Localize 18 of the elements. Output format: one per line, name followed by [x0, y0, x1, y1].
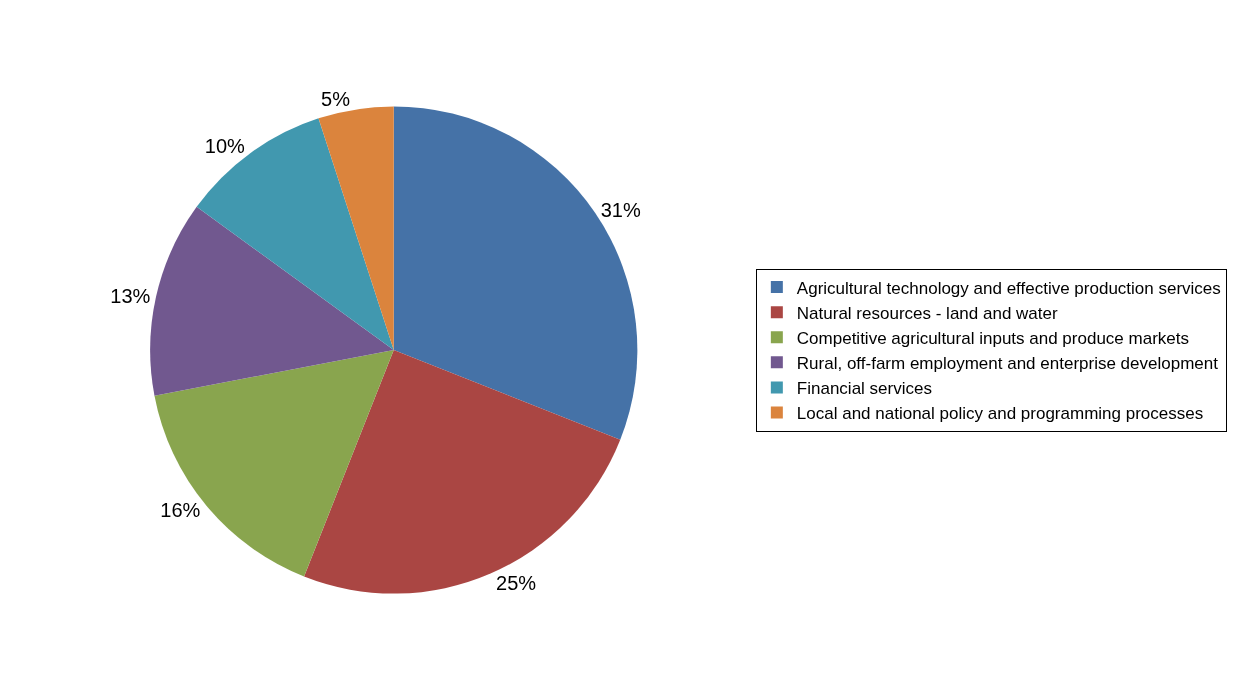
legend-label: Natural resources - land and water — [796, 303, 1058, 323]
legend-label: Local and national policy and programming processes — [796, 404, 1204, 424]
legend-label: Competitive agricultural inputs and produce markets — [796, 328, 1189, 348]
pie-slice — [154, 350, 394, 577]
pie-slice — [304, 350, 621, 594]
pie-slice — [393, 106, 638, 440]
data-label: 25% — [496, 571, 537, 594]
pie-slice — [318, 106, 394, 350]
pie-slice — [196, 118, 394, 350]
data-label: 31% — [600, 198, 641, 221]
data-label: 16% — [160, 498, 201, 521]
pie-slice — [150, 206, 394, 396]
legend-label: Agricultural technology and effective production services — [796, 278, 1221, 298]
data-label: 10% — [204, 134, 246, 157]
legend-label: Rural, off-farm employment and enterprise development — [796, 353, 1219, 373]
data-label: 13% — [110, 285, 151, 308]
legend-label: Financial services — [796, 379, 932, 399]
data-label: 5% — [321, 87, 351, 110]
